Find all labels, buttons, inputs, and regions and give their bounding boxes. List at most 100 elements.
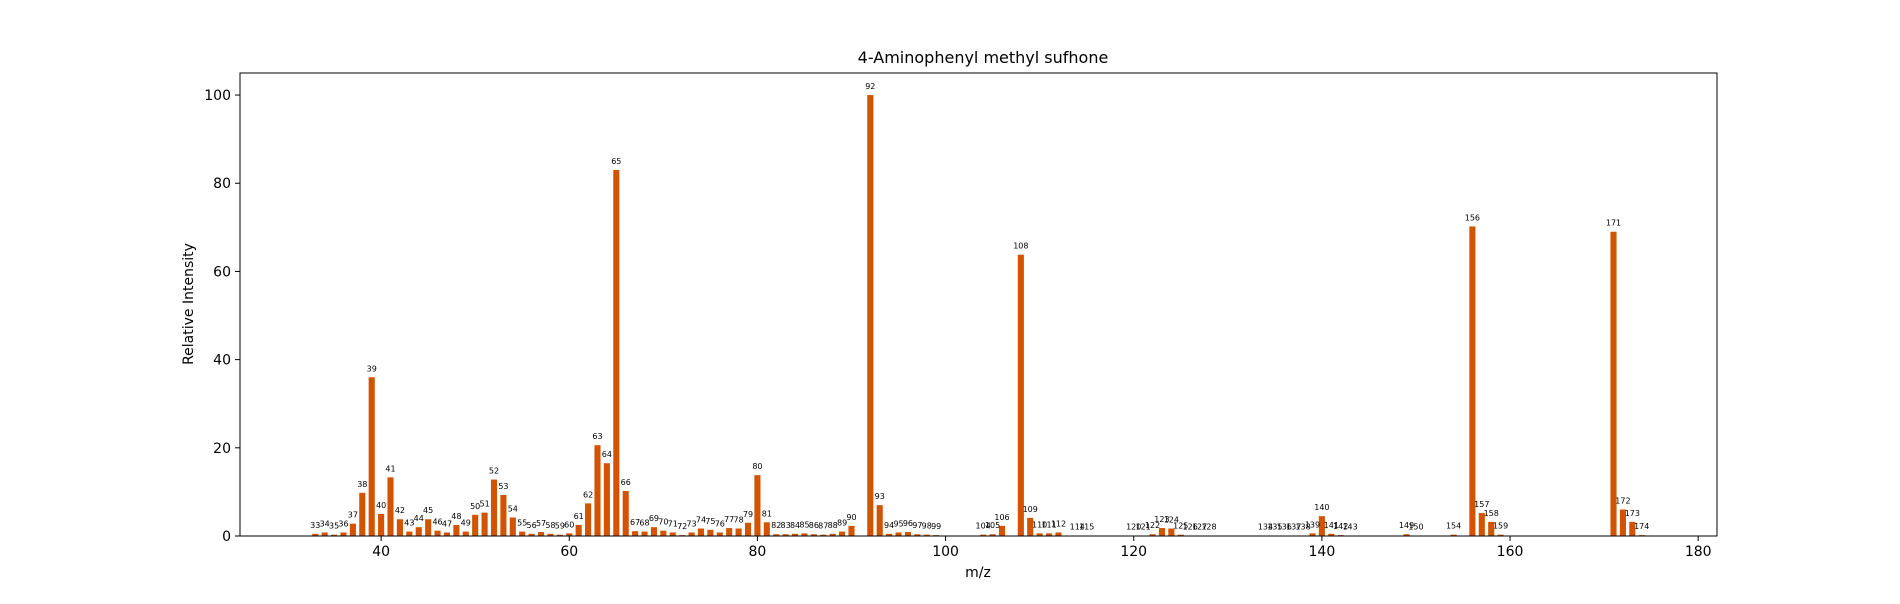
bar-mz-112 (1055, 532, 1061, 536)
bar-mz-54 (510, 517, 516, 536)
chart-title: 4-Aminophenyl methyl sufhone (858, 48, 1109, 67)
y-axis-label: Relative Intensity (181, 243, 197, 365)
bar-label-mz-112: 112 (1051, 519, 1066, 528)
bar-label-mz-81: 81 (762, 509, 772, 518)
x-tick-label-80: 80 (749, 544, 767, 560)
bar-label-mz-45: 45 (423, 506, 433, 515)
bar-label-mz-44: 44 (414, 514, 424, 523)
bar-label-mz-52: 52 (489, 467, 499, 476)
bar-label-mz-92: 92 (865, 82, 875, 91)
bar-mz-50 (472, 515, 478, 536)
bar-label-mz-171: 171 (1606, 219, 1621, 228)
y-tick-label-100: 100 (204, 88, 231, 104)
bar-mz-55 (519, 532, 525, 536)
bar-mz-64 (604, 463, 610, 536)
bar-label-mz-65: 65 (611, 157, 621, 166)
bar-label-mz-64: 64 (602, 450, 612, 459)
bar-mz-43 (406, 532, 412, 536)
bars-layer (312, 95, 1645, 536)
bar-mz-41 (387, 477, 393, 536)
bar-label-mz-90: 90 (846, 513, 856, 522)
bar-mz-36 (340, 532, 346, 536)
bar-label-mz-41: 41 (385, 464, 395, 473)
bar-label-mz-79: 79 (743, 510, 753, 519)
bar-mz-171 (1610, 232, 1616, 536)
bar-mz-156 (1469, 226, 1475, 536)
bar-mz-108 (1018, 255, 1024, 536)
bar-label-mz-157: 157 (1474, 500, 1489, 509)
bar-mz-96 (905, 532, 911, 536)
bar-mz-51 (482, 513, 488, 536)
bar-mz-69 (651, 527, 657, 536)
bar-label-mz-61: 61 (574, 512, 584, 521)
bar-label-mz-128: 128 (1201, 523, 1216, 532)
bar-mz-38 (359, 493, 365, 536)
bar-label-mz-62: 62 (583, 490, 593, 499)
bar-mz-74 (698, 529, 704, 537)
bar-mz-73 (689, 532, 695, 536)
bar-label-mz-60: 60 (564, 520, 574, 529)
bar-label-mz-42: 42 (395, 506, 405, 515)
y-tick-label-20: 20 (213, 441, 231, 457)
bar-mz-47 (444, 532, 450, 536)
bar-label-mz-53: 53 (498, 482, 508, 491)
bar-label-mz-63: 63 (592, 432, 602, 441)
y-tick-label-40: 40 (213, 353, 231, 369)
bar-label-mz-39: 39 (367, 364, 377, 373)
plot-frame (240, 73, 1717, 536)
bar-mz-65 (613, 170, 619, 536)
x-tick-label-40: 40 (372, 544, 390, 560)
bar-mz-62 (585, 503, 591, 536)
bar-mz-45 (425, 519, 431, 536)
bar-mz-67 (632, 531, 638, 536)
bar-mz-53 (500, 495, 506, 536)
bar-mz-57 (538, 532, 544, 536)
bar-mz-42 (397, 519, 403, 536)
bar-label-mz-37: 37 (348, 511, 358, 520)
x-axis-label: m/z (965, 565, 991, 581)
bar-label-mz-115: 115 (1079, 523, 1094, 532)
bar-mz-93 (877, 505, 883, 536)
bar-mz-95 (895, 532, 901, 536)
y-tick-label-80: 80 (213, 176, 231, 192)
bar-mz-39 (369, 377, 375, 536)
bar-mz-77 (726, 528, 732, 536)
bar-label-mz-80: 80 (752, 462, 762, 471)
bar-mz-46 (435, 531, 441, 536)
bar-mz-37 (350, 524, 356, 536)
bar-mz-34 (322, 532, 328, 536)
x-tick-label-60: 60 (560, 544, 578, 560)
x-tick-label-120: 120 (1120, 544, 1147, 560)
bar-label-mz-108: 108 (1013, 242, 1028, 251)
bar-label-mz-38: 38 (357, 480, 367, 489)
bar-mz-63 (594, 445, 600, 536)
x-tick-label-160: 160 (1497, 544, 1524, 560)
bar-label-mz-154: 154 (1446, 522, 1461, 531)
bar-label-mz-105: 105 (985, 521, 1000, 530)
bar-label-mz-36: 36 (338, 519, 348, 528)
x-tick-label-100: 100 (932, 544, 959, 560)
bar-mz-92 (867, 95, 873, 536)
bar-mz-79 (745, 523, 751, 536)
bar-mz-81 (764, 522, 770, 536)
bar-label-mz-159: 159 (1493, 522, 1508, 531)
bar-mz-71 (670, 532, 676, 536)
bar-label-mz-106: 106 (994, 513, 1009, 522)
bar-mz-68 (641, 532, 647, 536)
bar-mz-48 (453, 525, 459, 536)
bar-label-mz-143: 143 (1342, 523, 1357, 532)
bar-label-mz-49: 49 (461, 519, 471, 528)
bar-mz-89 (839, 532, 845, 536)
bar-label-mz-172: 172 (1615, 497, 1630, 506)
bar-label-mz-40: 40 (376, 501, 386, 510)
bar-mz-44 (416, 527, 422, 536)
y-tick-label-0: 0 (222, 529, 231, 545)
bar-label-mz-54: 54 (508, 504, 518, 513)
bar-label-mz-139: 139 (1305, 520, 1320, 529)
bar-label-mz-140: 140 (1314, 503, 1329, 512)
